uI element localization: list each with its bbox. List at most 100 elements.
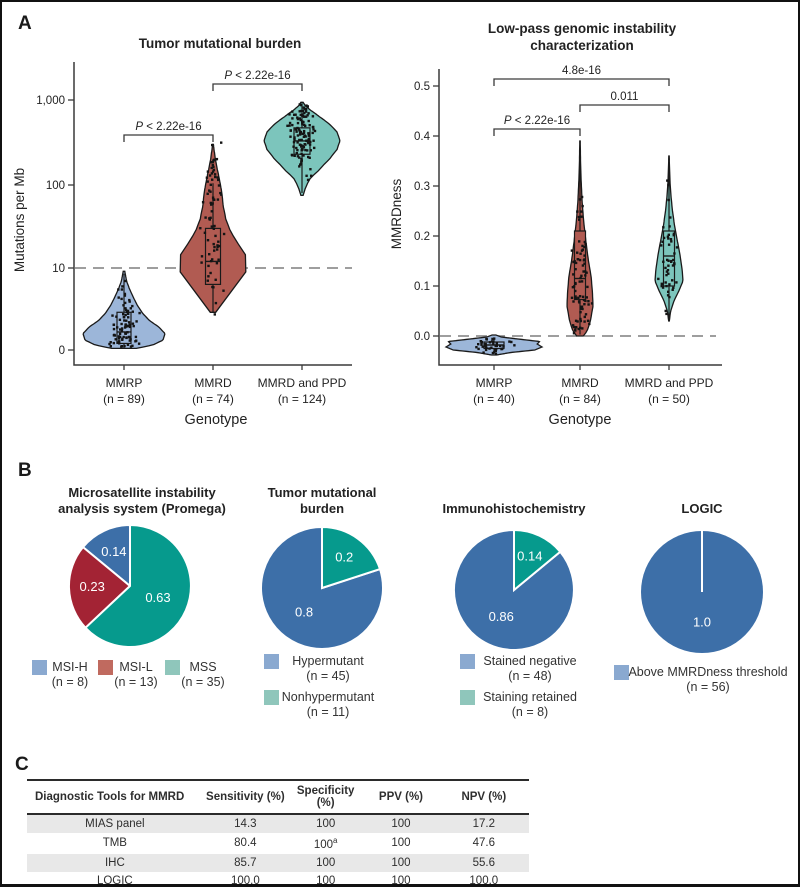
data-point: [111, 314, 114, 317]
table-row: TMB 80.4 100a 100 47.6: [27, 833, 529, 854]
data-point: [577, 327, 580, 331]
data-point: [122, 316, 126, 319]
data-point: [206, 239, 210, 242]
data-point: [670, 259, 673, 263]
data-point: [572, 300, 575, 303]
legend-n-label: (n = 13): [114, 675, 157, 689]
data-point: [300, 103, 303, 107]
data-point: [132, 324, 135, 328]
data-point: [578, 295, 582, 298]
data-point: [129, 307, 132, 310]
data-point: [662, 236, 666, 240]
data-point: [490, 340, 494, 343]
data-point: [583, 320, 586, 323]
data-point: [480, 341, 483, 345]
data-point: [484, 348, 488, 352]
outlier-point: [211, 143, 214, 147]
data-point: [120, 327, 124, 330]
data-point: [301, 113, 304, 116]
data-point: [583, 303, 586, 306]
data-point: [572, 285, 576, 288]
data-point: [672, 258, 675, 262]
data-point: [584, 313, 588, 316]
data-point: [302, 131, 306, 135]
data-point: [128, 339, 131, 342]
table-cell: 100.0: [469, 874, 499, 887]
data-point: [312, 128, 315, 131]
data-point: [502, 345, 505, 348]
plot-title: Tumor mutational burden: [139, 36, 302, 51]
box: [573, 230, 587, 301]
data-point: [131, 322, 135, 325]
y-tick-label: 0.3: [414, 181, 430, 193]
data-point: [581, 307, 584, 311]
slice-value-label: 0.2: [335, 549, 353, 564]
table-cell: 100: [391, 837, 411, 850]
data-point: [299, 118, 302, 122]
data-point: [307, 132, 310, 135]
data-point: [480, 343, 483, 346]
panel-c-label: C: [15, 754, 29, 775]
slice-value-label: 0.14: [517, 548, 542, 563]
data-point: [114, 338, 117, 341]
data-point: [214, 175, 217, 179]
data-point: [204, 216, 207, 219]
data-point: [109, 341, 112, 344]
data-point: [574, 319, 578, 322]
pvalue-bracket: [493, 78, 670, 86]
data-point: [206, 170, 210, 173]
data-point: [118, 332, 122, 335]
data-point: [298, 156, 301, 159]
data-point: [672, 286, 675, 289]
data-point: [667, 183, 670, 187]
data-point: [305, 174, 308, 177]
data-point: [217, 258, 220, 261]
pie_logic: LOGIC 1.0 Above MMRDness threshold(n = 56): [614, 501, 788, 694]
data-point: [289, 129, 292, 132]
data-point: [306, 178, 310, 182]
legend-label: Staining retained: [483, 690, 577, 704]
data-point: [485, 338, 488, 341]
data-point: [293, 138, 296, 141]
data-point: [212, 168, 216, 172]
data-point: [212, 158, 216, 161]
data-point: [664, 309, 667, 313]
data-point: [291, 110, 294, 113]
data-point: [218, 244, 221, 248]
data-point: [664, 266, 667, 270]
data-point: [298, 138, 301, 142]
data-point: [578, 301, 581, 304]
data-point: [209, 216, 212, 219]
data-point: [213, 173, 217, 176]
data-point: [657, 277, 660, 281]
data-point: [208, 174, 212, 177]
data-point: [212, 198, 215, 201]
data-point: [672, 232, 676, 235]
plot-title: Low-pass genomic instability: [488, 21, 677, 36]
data-point: [289, 135, 292, 138]
data-point: [296, 155, 300, 158]
data-point: [583, 245, 586, 249]
data-point: [304, 135, 307, 138]
data-point: [667, 237, 670, 240]
data-point: [291, 117, 294, 120]
data-point: [513, 344, 516, 347]
data-point: [673, 262, 676, 266]
pie-slice: [513, 528, 562, 593]
x-tick-label: MMRD: [194, 376, 232, 390]
data-point: [660, 284, 663, 288]
data-point: [301, 109, 305, 113]
data-point: [217, 178, 220, 182]
data-point: [128, 298, 131, 302]
data-point: [112, 323, 115, 326]
data-point: [301, 123, 304, 126]
data-point: [581, 295, 585, 298]
data-point: [590, 302, 594, 305]
data-point: [121, 338, 124, 341]
data-point: [216, 248, 219, 251]
y-tick-label: 0.4: [414, 131, 431, 143]
data-point: [123, 292, 127, 296]
data-point: [304, 148, 307, 152]
